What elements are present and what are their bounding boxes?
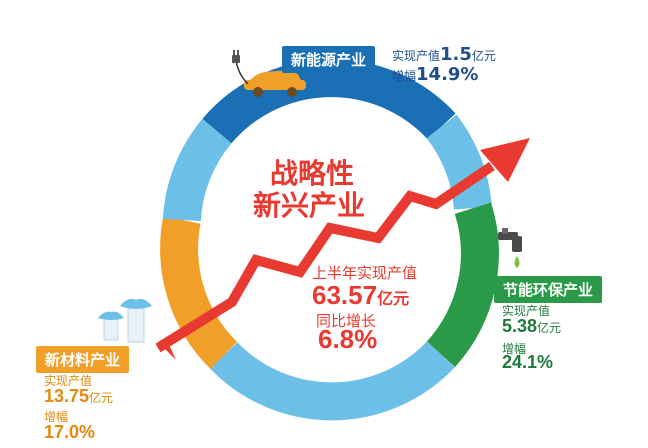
new-energy-output-unit: 亿元 <box>471 49 496 63</box>
new-materials-output-unit: 亿元 <box>89 391 114 405</box>
new-materials-output: 13.75亿元 <box>44 386 113 407</box>
new-materials-output-label: 实现产值 <box>44 374 93 388</box>
center-growth-label: 同比增长 <box>316 312 377 330</box>
growth-arrow <box>155 138 530 360</box>
center-subtitle: 上半年实现产值 <box>312 264 418 282</box>
new-energy-label: 新能源产业 <box>282 46 376 73</box>
energy-saving-output-unit: 亿元 <box>537 321 562 335</box>
energy-saving-output-label: 实现产值 <box>502 304 551 318</box>
center-total-unit: 亿元 <box>377 291 410 308</box>
new-materials-growth-value: 17.0% <box>44 422 96 442</box>
new-energy-output: 实现产值1.5亿元 <box>392 44 496 65</box>
ring-segment-bottom <box>210 340 455 421</box>
ring-segment-right <box>426 202 499 368</box>
ring-segment-left <box>160 216 238 369</box>
ring-segment-top <box>202 59 456 144</box>
new-energy-output-label: 实现产值 <box>392 49 441 63</box>
ring-segment-top-right <box>426 114 492 211</box>
water-faucet-icon <box>498 228 522 268</box>
energy-saving-output-value: 5.38 <box>502 316 538 336</box>
new-energy-growth-label: 增幅 <box>392 69 417 83</box>
ring-segment-top-left <box>162 118 232 222</box>
new-energy-growth-value: 14.9% <box>416 64 479 85</box>
center-title-line2: 新兴产业 <box>253 190 366 221</box>
center-growth-value: 6.8% <box>318 324 378 354</box>
energy-saving-output: 5.38亿元 <box>502 316 561 337</box>
center-total-value: 63.57 <box>312 280 378 310</box>
center-title-line1: 战略性 <box>270 158 355 189</box>
new-energy-output-value: 1.5 <box>440 44 472 65</box>
center-total: 63.57亿元 <box>312 280 409 311</box>
energy-saving-growth-value: 24.1% <box>502 352 554 372</box>
ring <box>160 59 499 421</box>
energy-saving-label: 节能环保产业 <box>494 276 603 303</box>
material-caps-icon <box>98 298 152 343</box>
new-materials-label: 新材料产业 <box>36 346 130 373</box>
electric-car-icon <box>232 50 306 97</box>
energy-saving-growth-label: 增幅 <box>502 342 527 356</box>
new-energy-growth: 增幅14.9% <box>392 64 478 85</box>
new-materials-growth-label: 增幅 <box>44 410 69 424</box>
new-materials-output-value: 13.75 <box>44 386 90 406</box>
